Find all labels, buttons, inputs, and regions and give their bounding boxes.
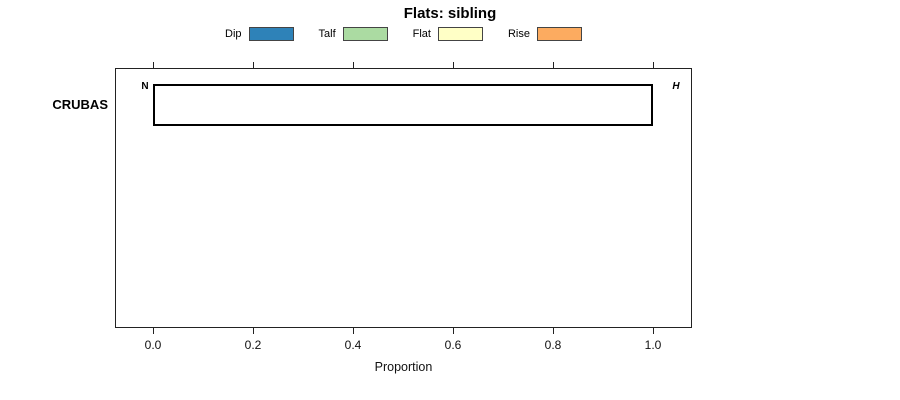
- legend-swatch-dip: [248, 27, 294, 41]
- legend-item-talf: Talf: [319, 27, 388, 41]
- axis-tick-bottom: [652, 328, 654, 334]
- legend-item-flat: Flat: [413, 27, 483, 41]
- axis-tick-top: [552, 62, 554, 68]
- axis-tick-label: 1.0: [644, 338, 662, 352]
- axis-tick-label: 0.0: [144, 338, 162, 352]
- axis-tick-top: [652, 62, 654, 68]
- axis-tick-bottom: [252, 328, 254, 334]
- legend-item-label: Flat: [412, 28, 431, 40]
- legend-item-label: Talf: [318, 28, 336, 40]
- axis-tick-label: 0.2: [244, 338, 262, 352]
- axis-tick-top: [152, 62, 154, 68]
- axis-tick-label: 0.8: [544, 338, 562, 352]
- chart-title: Flats: sibling: [403, 5, 497, 22]
- axis-tick-top: [252, 62, 254, 68]
- legend-swatch-talf: [342, 27, 388, 41]
- axis-tick-bottom: [352, 328, 354, 334]
- legend-item-label: Dip: [225, 28, 242, 40]
- axis-tick-top: [452, 62, 454, 68]
- legend: Dip Talf Flat Rise: [115, 26, 692, 42]
- bar-crubas: [153, 84, 653, 126]
- legend-swatch-rise: [537, 27, 582, 41]
- row-label-crubas: CRUBAS: [52, 97, 108, 112]
- axis-tick-label: 0.6: [444, 338, 462, 352]
- axis-tick-bottom: [452, 328, 454, 334]
- axis-tick-bottom: [552, 328, 554, 334]
- axis-tick-label: 0.4: [344, 338, 362, 352]
- axis-tick-top: [352, 62, 354, 68]
- n-column-header: N: [141, 81, 149, 92]
- legend-swatch-flat: [437, 27, 483, 41]
- axis-tick-bottom: [152, 328, 154, 334]
- axis-title: Proportion: [374, 360, 433, 374]
- h-column-header: H: [672, 81, 680, 92]
- legend-item-rise: Rise: [508, 27, 582, 41]
- legend-item-dip: Dip: [225, 27, 294, 41]
- legend-item-label: Rise: [507, 28, 530, 40]
